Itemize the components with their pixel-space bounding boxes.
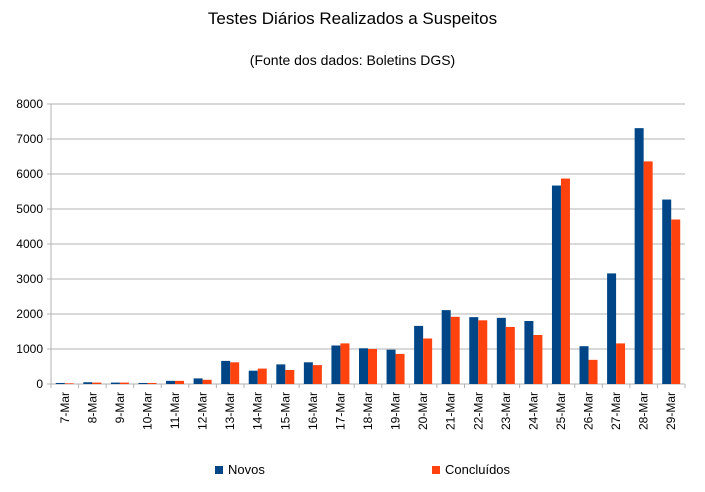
bar-concluidos	[616, 343, 626, 384]
y-tick-label: 7000	[16, 132, 43, 146]
bar-novos	[83, 382, 93, 384]
bar-concluidos	[671, 219, 681, 384]
x-tick-label: 25-Mar	[554, 392, 568, 430]
bar-concluidos	[588, 359, 598, 384]
x-tick-label: 11-Mar	[168, 392, 182, 429]
bar-novos	[248, 370, 258, 384]
y-tick-label: 0	[36, 377, 43, 391]
legend-swatch-concluidos	[432, 465, 440, 474]
y-tick-label: 5000	[16, 202, 43, 216]
bar-concluidos	[119, 382, 129, 384]
bar-concluidos	[92, 382, 102, 384]
bar-concluidos	[505, 326, 515, 384]
legend-label-concluidos: Concluídos	[445, 462, 511, 477]
bar-concluidos	[450, 316, 460, 384]
x-tick-label: 15-Mar	[278, 392, 292, 430]
x-tick-label: 8-Mar	[85, 392, 99, 423]
y-tick-label: 2000	[16, 307, 43, 321]
bar-novos	[469, 317, 479, 384]
chart-subtitle: (Fonte dos dados: Boletins DGS)	[249, 52, 456, 68]
bar-concluidos	[340, 343, 350, 384]
x-tick-label: 20-Mar	[416, 392, 430, 430]
bar-novos	[551, 185, 561, 384]
x-tick-label: 10-Mar	[140, 392, 154, 430]
bar-novos	[166, 380, 176, 384]
bar-novos	[276, 364, 286, 384]
x-tick-label: 7-Mar	[58, 392, 72, 423]
bar-novos	[193, 378, 203, 384]
x-tick-label: 21-Mar	[444, 392, 458, 430]
legend-label-novos: Novos	[228, 462, 265, 477]
bar-novos	[359, 348, 368, 384]
bar-concluidos	[478, 320, 488, 384]
bar-novos	[579, 346, 589, 384]
bar-concluidos	[285, 370, 295, 384]
x-tick-label: 9-Mar	[113, 392, 127, 423]
bar-concluidos	[202, 379, 212, 384]
bar-concluidos	[175, 380, 185, 384]
x-tick-label: 24-Mar	[526, 392, 540, 430]
bar-novos	[496, 317, 506, 384]
x-tick-label: 29-Mar	[664, 392, 678, 430]
y-tick-label: 1000	[16, 342, 43, 356]
bar-novos	[110, 382, 120, 384]
bar-novos	[55, 382, 65, 384]
bar-novos	[221, 360, 231, 384]
legend-item-concluidos: Concluídos	[432, 462, 510, 477]
x-tick-label: 27-Mar	[609, 392, 623, 430]
bar-novos	[331, 345, 341, 384]
x-tick-label: 26-Mar	[582, 392, 596, 430]
bar-novos	[303, 362, 313, 384]
y-tick-label: 8000	[16, 97, 43, 111]
x-tick-label: 23-Mar	[499, 392, 513, 430]
bar-concluidos	[147, 382, 157, 384]
y-tick-label: 3000	[16, 272, 43, 286]
bar-novos	[138, 382, 148, 384]
x-tick-label: 19-Mar	[389, 392, 403, 430]
bar-concluidos	[560, 178, 570, 384]
bar-concluidos	[257, 368, 267, 384]
bar-concluidos	[395, 353, 405, 384]
bar-novos	[441, 310, 451, 384]
x-tick-label: 14-Mar	[251, 392, 265, 430]
bar-novos	[414, 325, 424, 384]
bar-novos	[662, 199, 672, 384]
chart-title: Testes Diários Realizados a Suspeitos	[207, 9, 498, 28]
bar-concluidos	[368, 349, 377, 384]
bar-concluidos	[312, 365, 322, 384]
bar-novos	[386, 349, 396, 384]
bar-novos	[634, 128, 644, 384]
x-tick-label: 12-Mar	[196, 392, 210, 430]
bar-concluidos	[423, 338, 433, 384]
x-tick-label: 13-Mar	[223, 392, 237, 430]
bar-concluidos	[643, 161, 653, 384]
bar-concluidos	[533, 335, 543, 384]
legend-swatch-novos	[215, 465, 223, 474]
bar-novos	[524, 321, 534, 384]
legend-item-novos: Novos	[215, 462, 265, 477]
x-tick-label: 28-Mar	[637, 392, 651, 430]
x-tick-label: 22-Mar	[471, 392, 485, 430]
bar-concluidos	[230, 362, 240, 384]
x-tick-label: 17-Mar	[333, 392, 347, 430]
bar-concluidos	[64, 383, 74, 384]
x-tick-label: 16-Mar	[306, 392, 320, 430]
x-tick-label: 18-Mar	[361, 392, 375, 430]
y-tick-label: 4000	[16, 237, 43, 251]
bar-novos	[607, 273, 617, 384]
y-tick-label: 6000	[16, 167, 43, 181]
